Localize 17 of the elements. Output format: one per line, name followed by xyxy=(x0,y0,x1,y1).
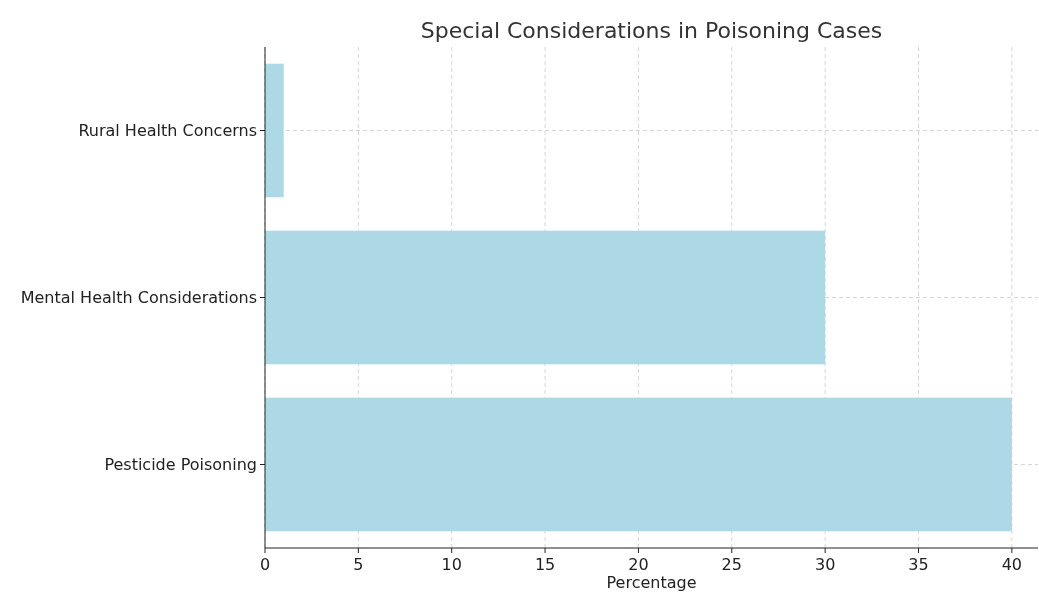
x-tick-label: 25 xyxy=(721,555,742,574)
y-tick-label: Pesticide Poisoning xyxy=(104,455,257,475)
x-tick-label: 5 xyxy=(353,555,364,574)
x-tick-label: 40 xyxy=(1001,555,1023,574)
x-tick-label: 35 xyxy=(908,555,929,574)
x-tick-label: 0 xyxy=(259,555,271,574)
y-tick-label: Rural Health Concerns xyxy=(78,121,257,141)
chart-title: Special Considerations in Poisoning Cases xyxy=(420,18,883,43)
x-axis-title: Percentage xyxy=(606,573,697,592)
x-tick-label: 10 xyxy=(441,555,462,574)
x-tick-label: 20 xyxy=(628,555,649,574)
bar xyxy=(265,63,284,198)
bar xyxy=(265,397,1012,532)
x-tick-label: 15 xyxy=(534,555,556,574)
y-tick-label: Mental Health Considerations xyxy=(20,288,257,308)
x-tick-label: 30 xyxy=(814,555,836,574)
bar xyxy=(265,230,826,365)
